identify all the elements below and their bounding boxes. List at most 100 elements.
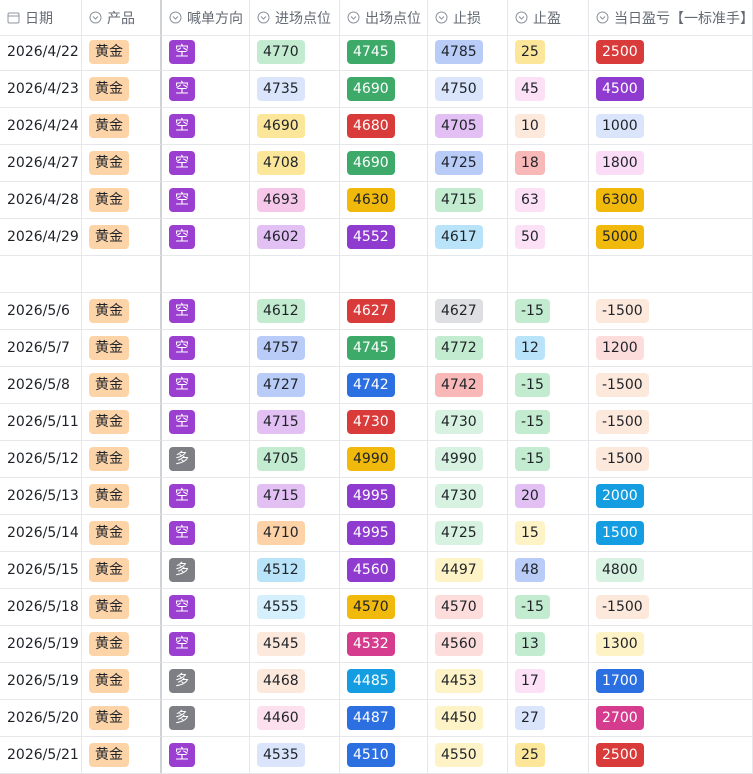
table-cell[interactable]: 4710 xyxy=(250,515,340,552)
table-cell[interactable]: 2026/4/27 xyxy=(0,145,82,182)
table-cell[interactable]: 黄金 xyxy=(82,330,162,367)
table-cell[interactable]: 4602 xyxy=(250,219,340,256)
table-cell[interactable]: 黄金 xyxy=(82,145,162,182)
table-cell[interactable]: 4552 xyxy=(340,219,428,256)
table-cell[interactable]: 4730 xyxy=(428,404,508,441)
table-cell[interactable]: 15 xyxy=(508,515,589,552)
table-cell[interactable]: 20 xyxy=(508,478,589,515)
table-cell[interactable]: 黄金 xyxy=(82,737,162,774)
table-cell[interactable]: 4990 xyxy=(428,441,508,478)
table-cell[interactable]: 黄金 xyxy=(82,71,162,108)
table-cell[interactable]: 2026/5/19 xyxy=(0,663,82,700)
table-cell[interactable]: 空 xyxy=(162,182,250,219)
table-cell[interactable]: 黄金 xyxy=(82,108,162,145)
column-header[interactable]: 出场点位 xyxy=(340,0,428,36)
table-cell[interactable]: 4450 xyxy=(428,700,508,737)
table-cell[interactable]: 4715 xyxy=(250,404,340,441)
column-header[interactable]: 止盈 xyxy=(508,0,589,36)
table-cell[interactable]: 2500 xyxy=(589,34,753,71)
table-cell[interactable]: 空 xyxy=(162,737,250,774)
table-cell[interactable]: 1200 xyxy=(589,330,753,367)
table-cell[interactable]: 2026/4/29 xyxy=(0,219,82,256)
table-cell[interactable]: 黄金 xyxy=(82,367,162,404)
table-cell[interactable]: 4725 xyxy=(428,145,508,182)
table-cell[interactable]: 2026/5/12 xyxy=(0,441,82,478)
table-cell[interactable]: 4453 xyxy=(428,663,508,700)
table-cell[interactable]: 4560 xyxy=(428,626,508,663)
table-cell[interactable]: 空 xyxy=(162,589,250,626)
table-cell[interactable]: -15 xyxy=(508,404,589,441)
table-cell[interactable]: 空 xyxy=(162,71,250,108)
table-cell[interactable]: 4630 xyxy=(340,182,428,219)
table-cell[interactable]: 4545 xyxy=(250,626,340,663)
table-cell[interactable]: 1500 xyxy=(589,515,753,552)
table-cell[interactable]: 空 xyxy=(162,330,250,367)
table-cell[interactable]: 63 xyxy=(508,182,589,219)
table-cell[interactable]: 空 xyxy=(162,626,250,663)
table-cell[interactable]: 50 xyxy=(508,219,589,256)
table-cell[interactable]: 4708 xyxy=(250,145,340,182)
table-cell[interactable]: 空 xyxy=(162,367,250,404)
table-cell[interactable]: 4725 xyxy=(428,515,508,552)
table-cell[interactable]: 27 xyxy=(508,700,589,737)
table-cell[interactable]: 5000 xyxy=(589,219,753,256)
table-cell[interactable]: -1500 xyxy=(589,293,753,330)
table-cell[interactable]: 黄金 xyxy=(82,663,162,700)
table-cell[interactable]: 4570 xyxy=(340,589,428,626)
table-cell[interactable]: 13 xyxy=(508,626,589,663)
table-cell[interactable]: 空 xyxy=(162,515,250,552)
table-cell[interactable]: 空 xyxy=(162,108,250,145)
table-cell[interactable]: 空 xyxy=(162,219,250,256)
table-cell[interactable]: 2026/5/14 xyxy=(0,515,82,552)
table-cell[interactable]: 黄金 xyxy=(82,293,162,330)
table-cell[interactable]: 黄金 xyxy=(82,552,162,589)
table-cell[interactable]: 1000 xyxy=(589,108,753,145)
table-cell[interactable]: 2026/4/24 xyxy=(0,108,82,145)
table-cell[interactable]: 黄金 xyxy=(82,182,162,219)
table-cell[interactable]: 4715 xyxy=(428,182,508,219)
table-cell[interactable]: 空 xyxy=(162,34,250,71)
table-cell[interactable]: 2026/5/7 xyxy=(0,330,82,367)
table-cell[interactable]: 4627 xyxy=(340,293,428,330)
column-header[interactable]: 日期 xyxy=(0,0,82,36)
table-cell[interactable]: 4757 xyxy=(250,330,340,367)
table-cell[interactable]: 25 xyxy=(508,34,589,71)
table-cell[interactable]: 2026/4/23 xyxy=(0,71,82,108)
table-cell[interactable]: 4555 xyxy=(250,589,340,626)
table-cell[interactable]: 空 xyxy=(162,293,250,330)
table-cell[interactable]: -15 xyxy=(508,441,589,478)
table-cell[interactable]: 4680 xyxy=(340,108,428,145)
table-cell[interactable]: 2026/5/18 xyxy=(0,589,82,626)
table-cell[interactable]: 4735 xyxy=(250,71,340,108)
table-cell[interactable]: 4742 xyxy=(340,367,428,404)
table-cell[interactable]: 4785 xyxy=(428,34,508,71)
table-cell[interactable]: 4532 xyxy=(340,626,428,663)
table-cell[interactable]: 黄金 xyxy=(82,626,162,663)
table-cell[interactable]: 4460 xyxy=(250,700,340,737)
table-cell[interactable]: 2026/5/11 xyxy=(0,404,82,441)
table-cell[interactable]: -15 xyxy=(508,589,589,626)
table-cell[interactable]: 2026/5/20 xyxy=(0,700,82,737)
table-cell[interactable]: 4800 xyxy=(589,552,753,589)
table-cell[interactable]: 2026/5/15 xyxy=(0,552,82,589)
table-cell[interactable]: 4468 xyxy=(250,663,340,700)
table-cell[interactable]: 4742 xyxy=(428,367,508,404)
table-cell[interactable]: 黄金 xyxy=(82,478,162,515)
table-cell[interactable]: 空 xyxy=(162,145,250,182)
table-cell[interactable]: 2500 xyxy=(589,737,753,774)
column-header[interactable]: 止损 xyxy=(428,0,508,36)
table-cell[interactable]: 2026/4/28 xyxy=(0,182,82,219)
table-cell[interactable]: 4512 xyxy=(250,552,340,589)
table-cell[interactable]: -15 xyxy=(508,367,589,404)
table-cell[interactable]: -1500 xyxy=(589,367,753,404)
table-cell[interactable]: 黄金 xyxy=(82,34,162,71)
table-cell[interactable]: 4705 xyxy=(428,108,508,145)
table-cell[interactable]: 多 xyxy=(162,441,250,478)
table-cell[interactable]: 4990 xyxy=(340,441,428,478)
table-cell[interactable]: 4715 xyxy=(250,478,340,515)
column-header[interactable]: 进场点位 xyxy=(250,0,340,36)
table-cell[interactable]: 25 xyxy=(508,737,589,774)
table-cell[interactable]: 2026/5/19 xyxy=(0,626,82,663)
table-cell[interactable]: 4497 xyxy=(428,552,508,589)
table-cell[interactable]: 4535 xyxy=(250,737,340,774)
